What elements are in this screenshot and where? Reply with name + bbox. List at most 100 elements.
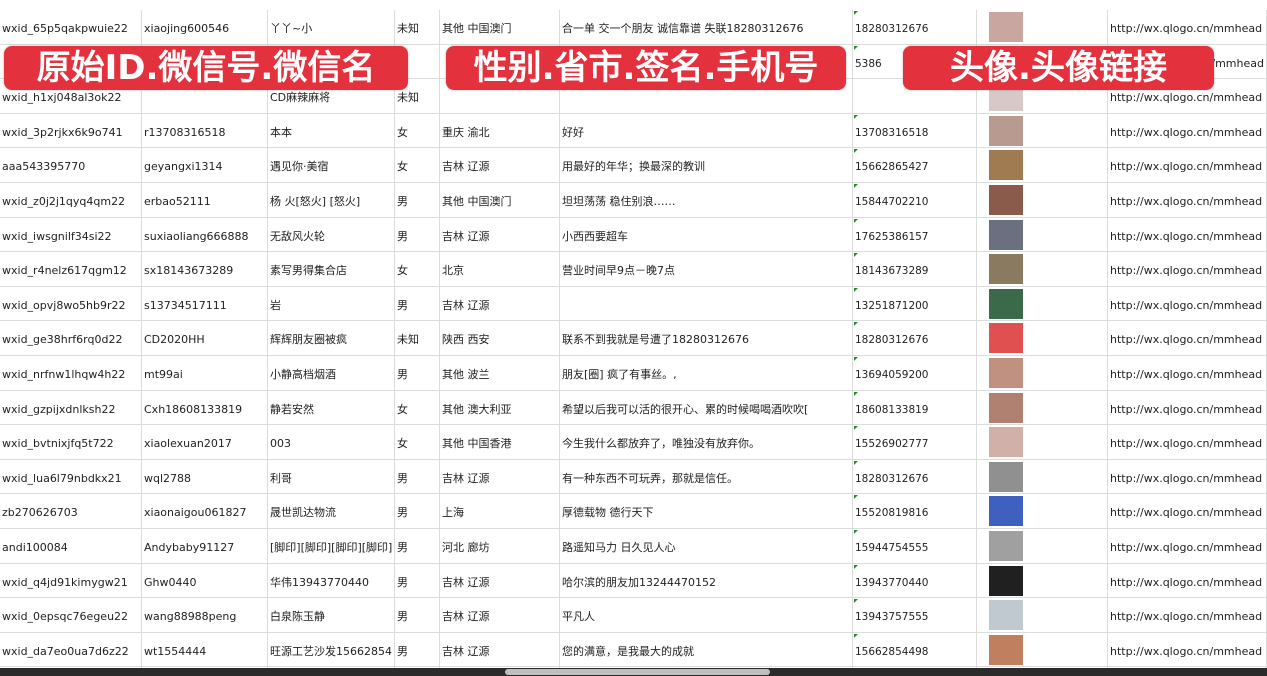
cell-name[interactable]: 杨 火[怒火] [怒火]	[268, 183, 395, 217]
cell-region[interactable]	[440, 667, 560, 668]
cell-wechat[interactable]: CD2020HH	[142, 321, 268, 355]
cell-signature[interactable]: 有一种东西不可玩弄，那就是信任。	[560, 459, 853, 494]
cell-link[interactable]: http://wx.qlogo.cn/mmhead	[1108, 563, 1267, 598]
cell-gender[interactable]: 男	[395, 286, 440, 321]
cell-avatar[interactable]	[977, 632, 1108, 667]
cell-id[interactable]: wxid_0epsqc76egeu22	[0, 598, 142, 632]
cell-gender[interactable]: 男	[395, 356, 440, 390]
cell-phone[interactable]: 13251871200	[853, 286, 977, 321]
cell-signature[interactable]: 今生我什么都放弃了，唯独没有放弃你。	[560, 425, 853, 459]
cell-signature[interactable]: 小西西要超车	[560, 217, 853, 252]
cell-avatar[interactable]	[977, 252, 1108, 286]
cell-gender[interactable]: 女	[395, 390, 440, 425]
cell-phone[interactable]: 15662854498	[853, 632, 977, 667]
cell-phone[interactable]: 15944754555	[853, 529, 977, 563]
cell-avatar[interactable]	[977, 183, 1108, 217]
cell-avatar[interactable]	[977, 667, 1108, 668]
cell-wechat[interactable]: wt1554444	[142, 632, 268, 667]
cell-link[interactable]: http://wx.qlogo.cn/mmhead	[1108, 425, 1267, 459]
cell-phone[interactable]: 13943770440	[853, 563, 977, 598]
cell-link[interactable]: http://wx.qlogo.cn/mmhead	[1108, 356, 1267, 390]
cell-region[interactable]: 吉林 辽源	[440, 632, 560, 667]
cell-name[interactable]: 晟世凯达物流	[268, 494, 395, 528]
cell-signature[interactable]: 营业时间早9点－晚7点	[560, 252, 853, 286]
cell-gender[interactable]: 男	[395, 459, 440, 494]
cell-name[interactable]: 白泉陈玉静	[268, 598, 395, 632]
cell-name[interactable]	[268, 667, 395, 668]
cell-avatar[interactable]	[977, 10, 1108, 44]
cell-id[interactable]: wxid_da7eo0ua7d6z22	[0, 632, 142, 667]
cell-wechat[interactable]: xiaolexuan2017	[142, 425, 268, 459]
cell-region[interactable]: 吉林 辽源	[440, 148, 560, 182]
cell-gender[interactable]: 女	[395, 425, 440, 459]
cell-signature[interactable]: 希望以后我可以活的很开心、累的时候喝喝酒吹吹[	[560, 390, 853, 425]
cell-avatar[interactable]	[977, 529, 1108, 563]
cell-signature[interactable]: 您的满意，是我最大的成就	[560, 632, 853, 667]
cell-signature[interactable]: 用最好的年华；换最深的教训	[560, 148, 853, 182]
cell-name[interactable]: 丫丫~小	[268, 10, 395, 44]
cell-gender[interactable]: 男	[395, 563, 440, 598]
cell-name[interactable]: 无敌风火轮	[268, 217, 395, 252]
cell-name[interactable]: 小静高档烟酒	[268, 356, 395, 390]
cell-wechat[interactable]	[142, 667, 268, 668]
cell-phone[interactable]: 13708316518	[853, 113, 977, 148]
cell-gender[interactable]: 男	[395, 217, 440, 252]
cell-region[interactable]: 其他 澳大利亚	[440, 390, 560, 425]
cell-link[interactable]: http://wx.qlogo.cn/mmhead	[1108, 632, 1267, 667]
cell-id[interactable]: wxid_z0j2j1qyq4qm22	[0, 183, 142, 217]
cell-gender[interactable]: 男	[395, 598, 440, 632]
cell-wechat[interactable]: Cxh18608133819	[142, 390, 268, 425]
cell-phone[interactable]: 15662865427	[853, 148, 977, 182]
cell-phone[interactable]	[853, 79, 977, 113]
cell-gender[interactable]: 男	[395, 529, 440, 563]
cell-link[interactable]: http://wx.qlogo.cn/mmhead	[1108, 529, 1267, 563]
cell-id[interactable]: wxid_bvtnixjfq5t722	[0, 425, 142, 459]
cell-wechat[interactable]: sx18143673289	[142, 252, 268, 286]
cell-link[interactable]: http://wx.qlogo.cn/mmhead	[1108, 494, 1267, 528]
horizontal-scrollbar[interactable]	[505, 669, 770, 675]
cell-wechat[interactable]: Ghw0440	[142, 563, 268, 598]
cell-region[interactable]: 其他 中国澳门	[440, 10, 560, 44]
cell-name[interactable]: 辉辉朋友圈被疯	[268, 321, 395, 355]
cell-signature[interactable]: 平凡人	[560, 598, 853, 632]
cell-wechat[interactable]: wang88988peng	[142, 598, 268, 632]
cell-phone[interactable]: 15520819816	[853, 494, 977, 528]
cell-signature[interactable]: 联系不到我就是号遭了18280312676	[560, 321, 853, 355]
cell-avatar[interactable]	[977, 425, 1108, 459]
cell-gender[interactable]: 男	[395, 494, 440, 528]
cell-wechat[interactable]: wql2788	[142, 459, 268, 494]
cell-link[interactable]: http://wx.qlogo.cn/mmhead	[1108, 321, 1267, 355]
cell-wechat[interactable]	[142, 79, 268, 113]
cell-avatar[interactable]	[977, 390, 1108, 425]
cell-name[interactable]: 003	[268, 425, 395, 459]
cell-avatar[interactable]	[977, 217, 1108, 252]
cell-phone[interactable]: 18280312676	[853, 10, 977, 44]
cell-link[interactable]: http://wx.qlogo.cn/mmhead	[1108, 286, 1267, 321]
cell-gender[interactable]: 女	[395, 113, 440, 148]
cell-id[interactable]: wxid_ge38hrf6rq0d22	[0, 321, 142, 355]
cell-id[interactable]: wxid_lua6l79nbdkx21	[0, 459, 142, 494]
cell-region[interactable]	[440, 79, 560, 113]
cell-link[interactable]: http://wx.qlogo.cn/mmhead	[1108, 113, 1267, 148]
cell-wechat[interactable]: erbao52111	[142, 183, 268, 217]
cell-phone[interactable]: 15844702210	[853, 183, 977, 217]
cell-wechat[interactable]: r13708316518	[142, 113, 268, 148]
cell-phone[interactable]: 18280312676	[853, 321, 977, 355]
cell-signature[interactable]: 坦坦荡荡 稳住别浪……	[560, 183, 853, 217]
cell-gender[interactable]: 未知	[395, 321, 440, 355]
cell-region[interactable]: 吉林 辽源	[440, 217, 560, 252]
cell-avatar[interactable]	[977, 598, 1108, 632]
cell-id[interactable]: aaa543395770	[0, 148, 142, 182]
cell-signature[interactable]: 哈尔滨的朋友加13244470152	[560, 563, 853, 598]
cell-signature[interactable]: 好好	[560, 113, 853, 148]
cell-phone[interactable]: 13694059200	[853, 356, 977, 390]
cell-id[interactable]: wxid_h1xj048al3ok22	[0, 79, 142, 113]
cell-phone[interactable]: 15526902777	[853, 425, 977, 459]
cell-region[interactable]: 河北 廊坊	[440, 529, 560, 563]
cell-avatar[interactable]	[977, 148, 1108, 182]
cell-avatar[interactable]	[977, 563, 1108, 598]
cell-id[interactable]: wxid_iwsgnilf34si22	[0, 217, 142, 252]
cell-gender[interactable]: 女	[395, 252, 440, 286]
cell-name[interactable]: 旺源工艺沙发15662854	[268, 632, 395, 667]
cell-id[interactable]	[0, 667, 142, 668]
